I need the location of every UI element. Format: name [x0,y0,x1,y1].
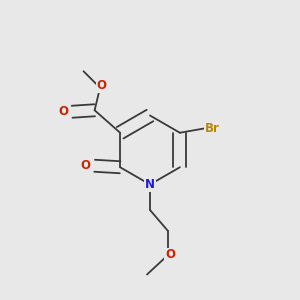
Text: O: O [81,159,91,172]
Text: O: O [97,79,106,92]
Text: O: O [59,105,69,118]
Text: N: N [145,178,155,191]
Text: Br: Br [205,122,220,135]
Text: O: O [165,248,176,262]
